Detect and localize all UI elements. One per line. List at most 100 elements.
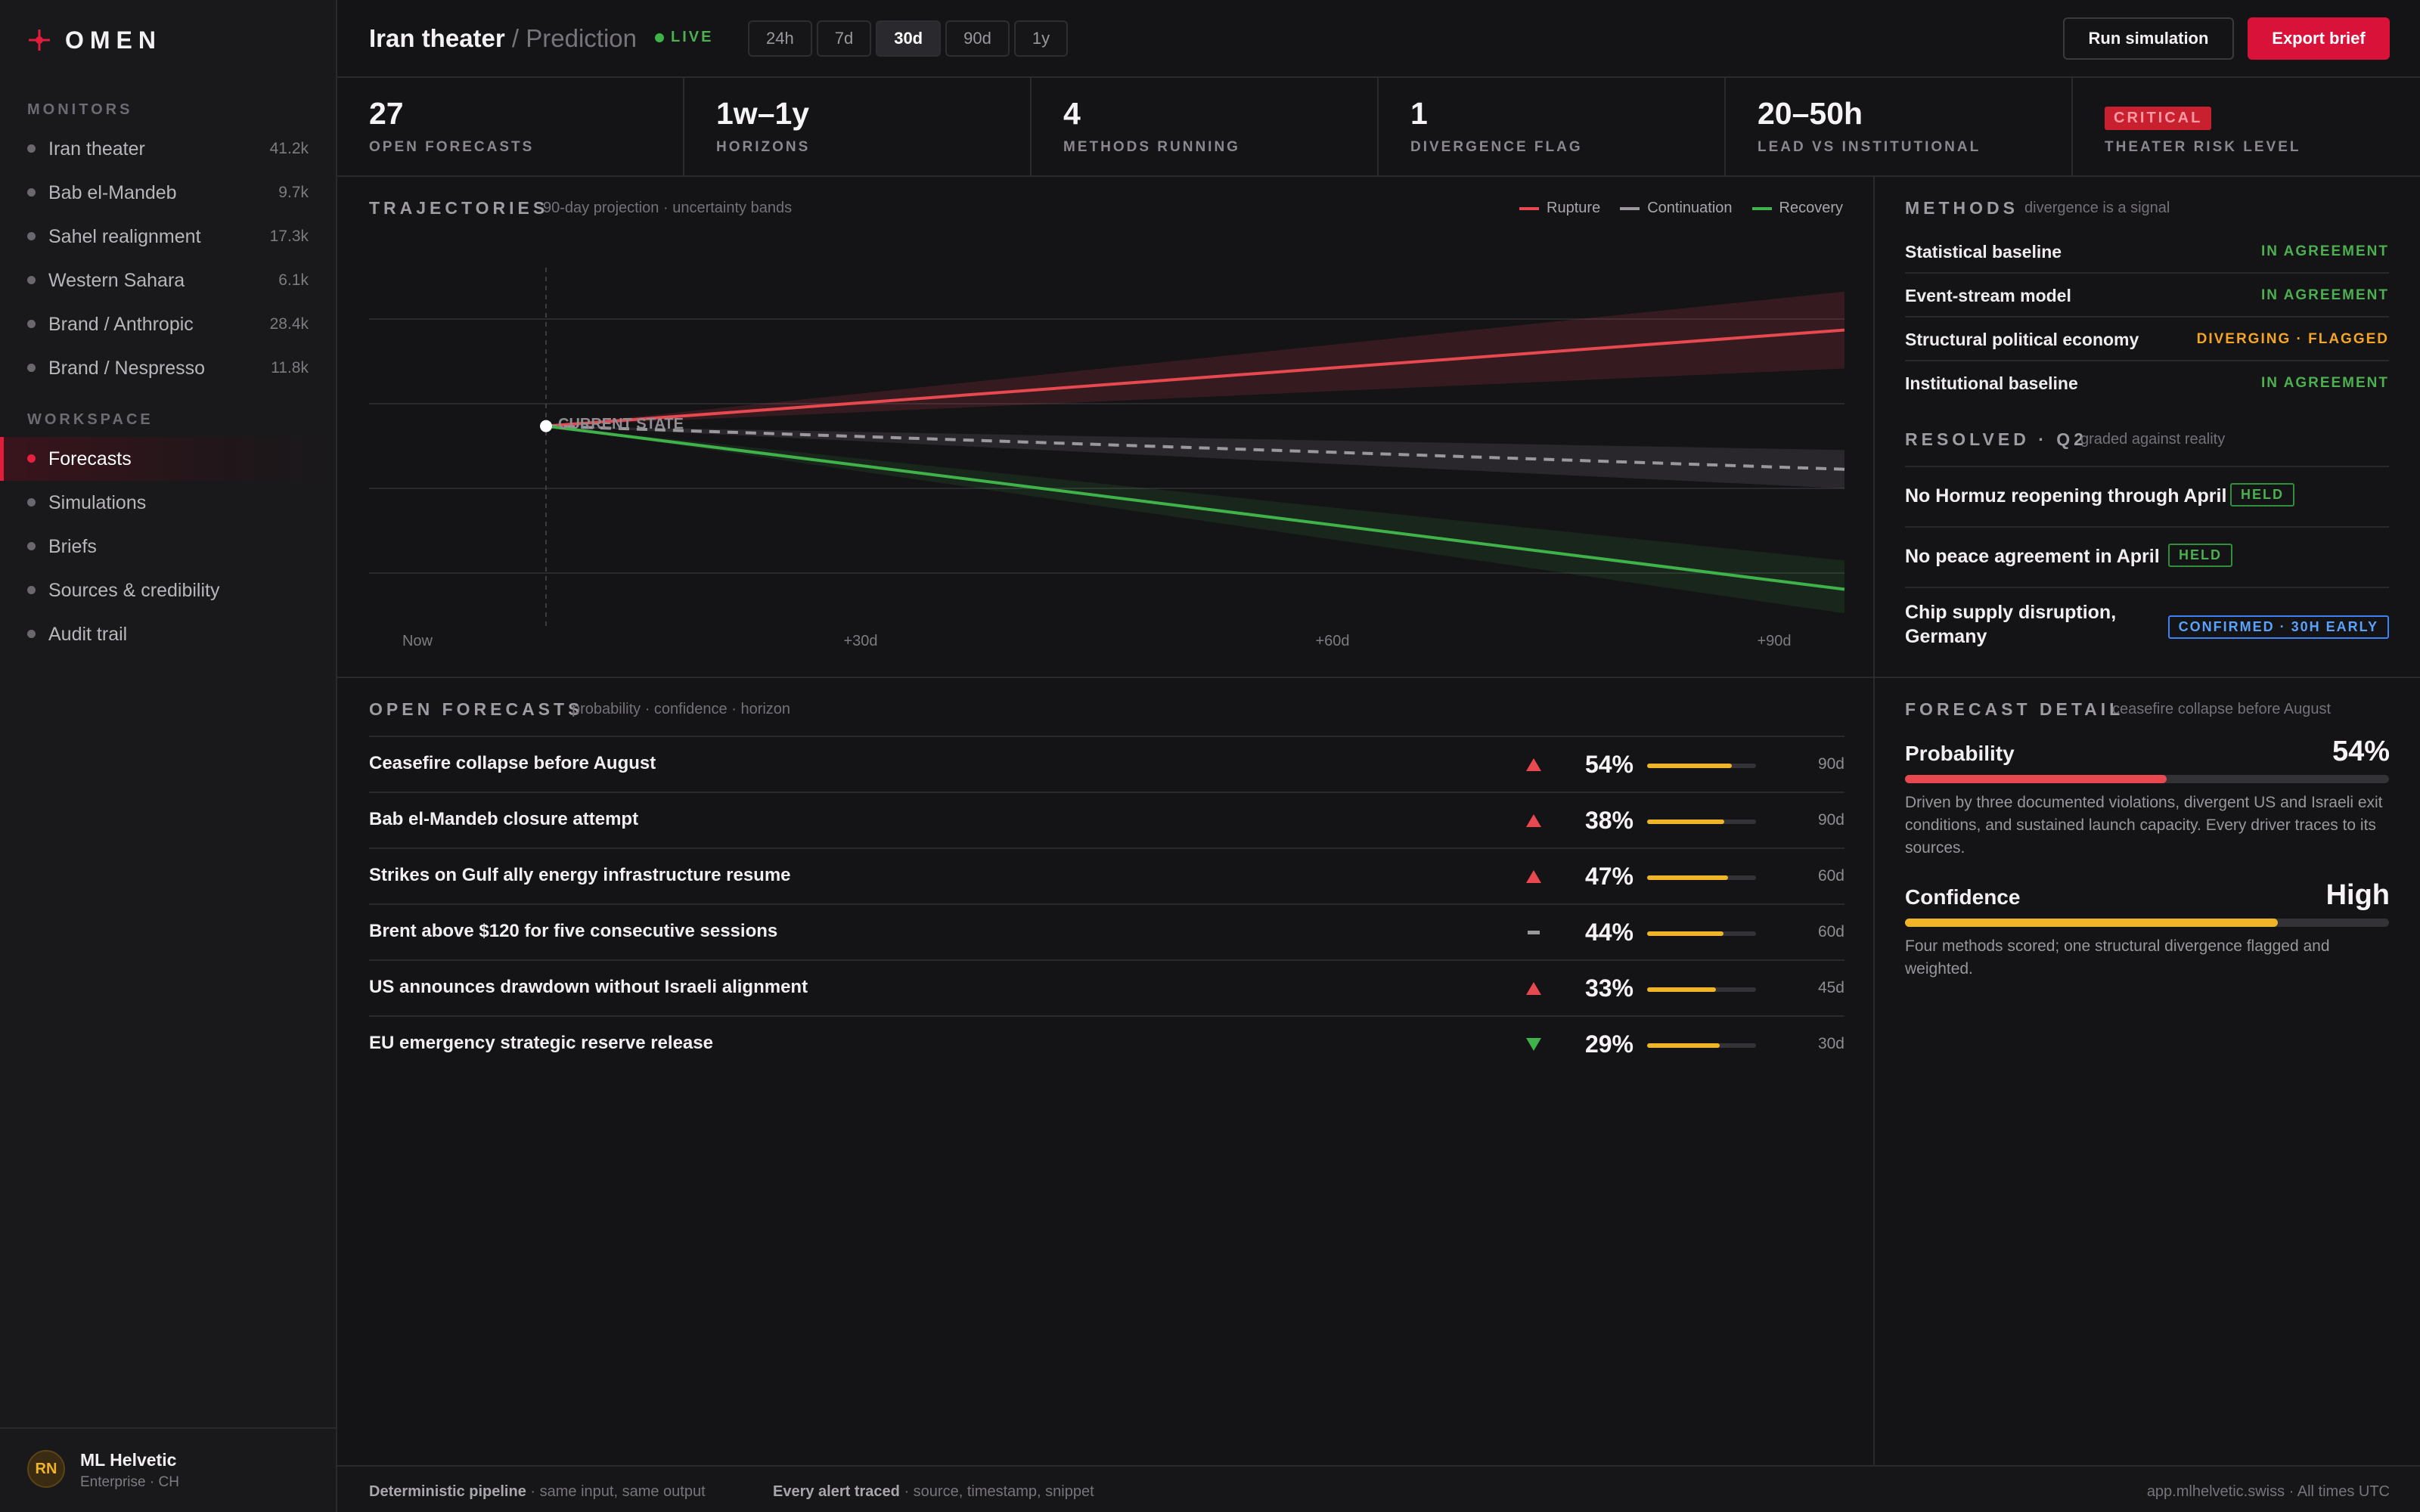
stats-bar: 27 OPEN FORECASTS 1w–1y HORIZONS 4 METHODS … bbox=[337, 78, 2420, 177]
forecast-row[interactable]: Bab el-Mandeb closure attempt 38% 90d bbox=[369, 792, 1844, 847]
page-title-main: Iran theater bbox=[369, 24, 505, 52]
avatar: RN bbox=[27, 1450, 65, 1488]
forecast-label: Ceasefire collapse before August bbox=[369, 753, 656, 773]
sidebar-item-label: Audit trail bbox=[48, 623, 128, 645]
footer-traced-text: · source, timestamp, snippet bbox=[904, 1483, 1094, 1500]
sidebar-item-sources-credibility[interactable]: Sources & credibility bbox=[0, 569, 336, 612]
forecast-horizon: 45d bbox=[1817, 979, 1844, 996]
resolved-row[interactable]: Chip supply disruption, Germany CONFIRME… bbox=[1905, 587, 2389, 670]
probability-label: Probability bbox=[1905, 742, 2015, 765]
trajectories-title: TRAJECTORIES bbox=[369, 198, 549, 218]
confidence-bar-fill bbox=[1647, 764, 1733, 768]
forecast-row[interactable]: US announces drawdown without Israeli al… bbox=[369, 959, 1844, 1015]
sidebar-item-sahel-realignment[interactable]: Sahel realignment 17.3k bbox=[0, 215, 336, 259]
critical-badge: CRITICAL bbox=[2105, 107, 2212, 130]
uncertainty-band-continuation bbox=[546, 426, 1844, 489]
sidebar-item-western-sahara[interactable]: Western Sahara 6.1k bbox=[0, 259, 336, 302]
bullet-icon bbox=[27, 276, 36, 284]
resolved-row[interactable]: No peace agreement in April HELD bbox=[1905, 526, 2389, 587]
forecast-probability: 38% bbox=[1584, 807, 1634, 834]
resolved-label-line-2: Germany bbox=[1905, 626, 1987, 647]
stat-methods-running: 4 METHODS RUNNING bbox=[1032, 78, 1379, 175]
forecast-horizon: 90d bbox=[1817, 755, 1844, 773]
probability-bar bbox=[1905, 775, 2389, 783]
export-brief-button[interactable]: Export brief bbox=[2248, 17, 2390, 60]
confidence-bar bbox=[1905, 919, 2389, 927]
range-7d-button[interactable]: 7d bbox=[816, 20, 872, 57]
stat-label: THEATER RISK LEVEL bbox=[2105, 139, 2301, 155]
range-90d-button[interactable]: 90d bbox=[945, 20, 1010, 57]
stat-theater-risk-level: CRITICAL THEATER RISK LEVEL bbox=[2073, 78, 2420, 175]
sidebar-item-brand-anthropic[interactable]: Brand / Anthropic 28.4k bbox=[0, 302, 336, 346]
forecast-horizon: 60d bbox=[1817, 867, 1844, 885]
trajectory-chart: CURRENT STATE Now +30d +60d +90d bbox=[369, 268, 1845, 649]
forecast-detail-subtitle: ceasefire collapse before August bbox=[2112, 701, 2332, 717]
legend-item-rupture[interactable]: Rupture bbox=[1519, 200, 1600, 217]
forecast-row[interactable]: EU emergency strategic reserve release 29… bbox=[369, 1015, 1844, 1071]
sidebar-item-label: Briefs bbox=[48, 535, 97, 557]
range-1y-button[interactable]: 1y bbox=[1013, 20, 1069, 57]
sidebar-item-brand-nespresso[interactable]: Brand / Nespresso 11.8k bbox=[0, 346, 336, 390]
sidebar-item-label: Brand / Nespresso bbox=[48, 357, 206, 379]
x-tick-label: +60d bbox=[1315, 633, 1349, 649]
user-account[interactable]: RN ML Helvetic Enterprise · CH bbox=[0, 1427, 336, 1512]
stat-value: 4 bbox=[1063, 96, 1081, 131]
sidebar-item-label: Forecasts bbox=[48, 448, 132, 469]
sidebar-item-audit-trail[interactable]: Audit trail bbox=[0, 612, 336, 656]
method-row[interactable]: Structural political economy DIVERGING · … bbox=[1905, 318, 2389, 361]
x-tick-label: Now bbox=[402, 633, 433, 649]
range-24h-button[interactable]: 24h bbox=[748, 20, 812, 57]
sidebar-item-simulations[interactable]: Simulations bbox=[0, 481, 336, 525]
forecast-row[interactable]: Brent above $120 for five consecutive se… bbox=[369, 903, 1844, 959]
sidebar-item-count: 41.2k bbox=[269, 140, 309, 157]
method-row[interactable]: Institutional baseline IN AGREEMENT bbox=[1905, 361, 2389, 405]
open-forecasts-subtitle: probability · confidence · horizon bbox=[572, 701, 791, 717]
stat-horizons: 1w–1y HORIZONS bbox=[684, 78, 1032, 175]
footer-traced: Every alert traced · source, timestamp, … bbox=[773, 1483, 1094, 1501]
probability-value: 54% bbox=[2332, 736, 2390, 767]
sidebar-item-label: Bab el-Mandeb bbox=[48, 181, 177, 203]
sidebar-item-briefs[interactable]: Briefs bbox=[0, 525, 336, 569]
footer-domain: app.mlhelvetic.swiss · All times UTC bbox=[2146, 1483, 2390, 1500]
forecast-probability: 54% bbox=[1584, 751, 1634, 778]
monitors-section-label: MONITORS bbox=[27, 101, 133, 118]
confidence-bar bbox=[1647, 987, 1756, 992]
current-state-label: CURRENT STATE bbox=[558, 416, 684, 432]
sidebar-item-count: 9.7k bbox=[278, 184, 309, 201]
sidebar-item-forecasts[interactable]: Forecasts bbox=[0, 437, 336, 481]
confidence-bar-fill bbox=[1647, 875, 1728, 880]
trend-up-icon bbox=[1526, 870, 1541, 883]
app-name: OMEN bbox=[65, 26, 162, 54]
run-simulation-button[interactable]: Run simulation bbox=[2063, 17, 2234, 60]
logo[interactable]: OMEN bbox=[27, 26, 162, 54]
stat-label: HORIZONS bbox=[716, 139, 811, 155]
resolved-row[interactable]: No Hormuz reopening through April HELD bbox=[1905, 466, 2389, 526]
sidebar: OMEN MONITORS Iran theater 41.2k Bab el-M… bbox=[0, 0, 337, 1512]
uncertainty-band-rupture bbox=[546, 291, 1844, 426]
forecast-horizon: 30d bbox=[1817, 1035, 1844, 1052]
method-row[interactable]: Event-stream model IN AGREEMENT bbox=[1905, 274, 2389, 318]
sidebar-item-bab-el-mandeb[interactable]: Bab el-Mandeb 9.7k bbox=[0, 171, 336, 215]
resolved-subtitle: graded against reality bbox=[2080, 431, 2226, 448]
legend-item-recovery[interactable]: Recovery bbox=[1751, 200, 1843, 217]
stat-value: 20–50h bbox=[1758, 96, 1863, 131]
legend-label: Recovery bbox=[1779, 200, 1843, 216]
confidence-description: Four methods scored; one structural dive… bbox=[1905, 937, 2330, 978]
confirmed-badge: CONFIRMED · 30H EARLY bbox=[2167, 615, 2389, 639]
forecast-label: EU emergency strategic reserve release bbox=[369, 1033, 713, 1053]
legend-label: Rupture bbox=[1547, 200, 1601, 216]
bullet-icon bbox=[27, 188, 36, 197]
stat-lead-vs-institutional: 20–50h LEAD VS INSTITUTIONAL bbox=[1726, 78, 2073, 175]
forecast-row[interactable]: Strikes on Gulf ally energy infrastructu… bbox=[369, 847, 1844, 903]
sidebar-item-count: 28.4k bbox=[269, 315, 309, 333]
legend-swatch bbox=[1519, 206, 1540, 210]
method-status: IN AGREEMENT bbox=[2261, 375, 2389, 391]
method-status: IN AGREEMENT bbox=[2261, 243, 2389, 259]
sidebar-item-iran-theater[interactable]: Iran theater 41.2k bbox=[0, 127, 336, 171]
range-30d-button[interactable]: 30d bbox=[876, 20, 942, 57]
legend-item-continuation[interactable]: Continuation bbox=[1620, 200, 1733, 217]
forecast-row[interactable]: Ceasefire collapse before August 54% 90d bbox=[369, 736, 1844, 792]
method-row[interactable]: Statistical baseline IN AGREEMENT bbox=[1905, 230, 2389, 274]
x-tick-label: +30d bbox=[843, 633, 877, 649]
stat-value: 1w–1y bbox=[716, 96, 810, 131]
